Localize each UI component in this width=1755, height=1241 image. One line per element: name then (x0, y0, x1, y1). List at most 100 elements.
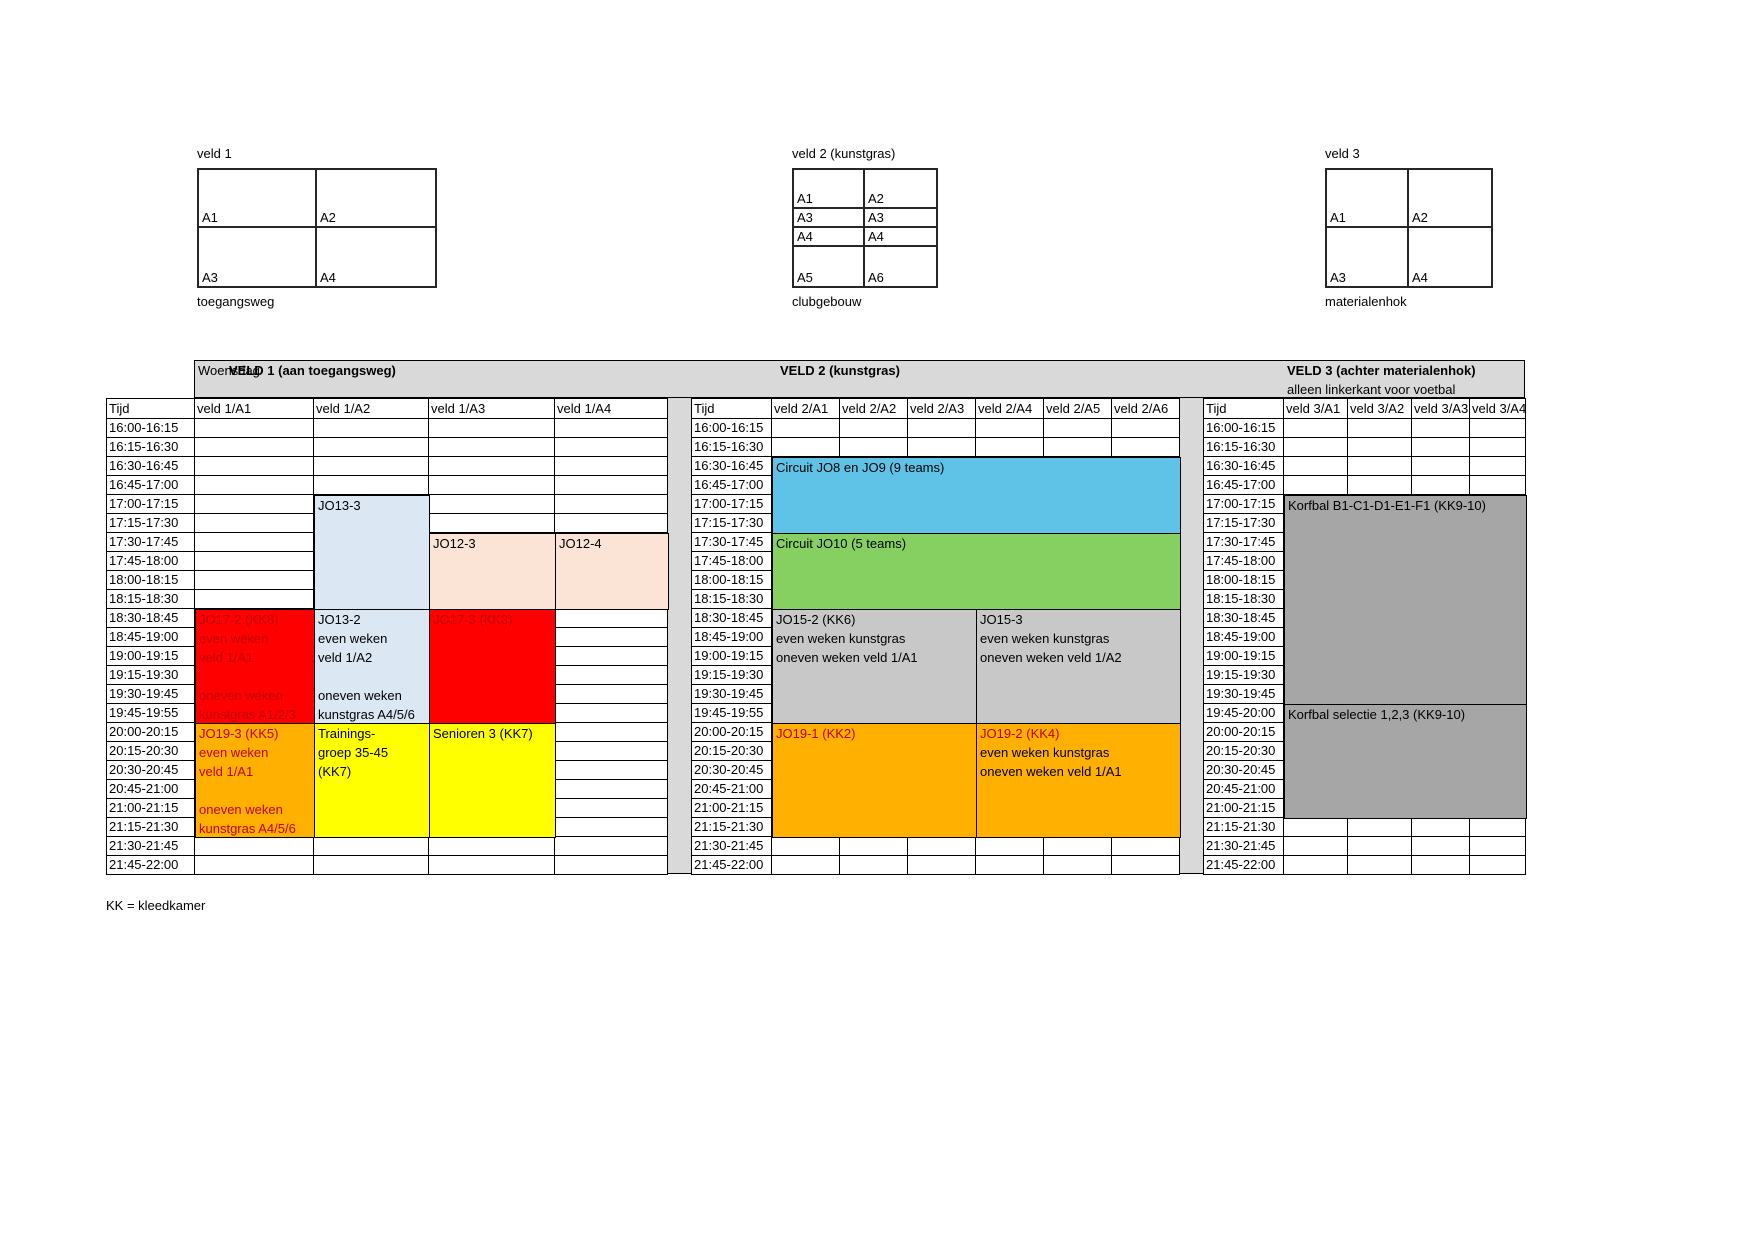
time-cell: 20:30-20:45 (1204, 761, 1284, 780)
time-cell: 21:45-22:00 (692, 856, 772, 875)
empty-slot-cell (314, 438, 429, 457)
schedule-block-text: oneven weken (199, 802, 283, 817)
field-cell: A5 (794, 247, 865, 286)
time-cell: 16:15-16:30 (107, 438, 195, 457)
time-cell: 17:15-17:30 (1204, 514, 1284, 533)
time-cell: 16:45-17:00 (1204, 476, 1284, 495)
band-day-label: Woensdag (198, 363, 260, 378)
field-cell: A1 (794, 170, 865, 209)
empty-slot-cell (1470, 476, 1526, 495)
column-header-veld-3-a1: veld 3/A1 (1284, 399, 1348, 419)
time-cell: 20:15-20:30 (692, 742, 772, 761)
time-cell: 19:30-19:45 (692, 685, 772, 704)
time-cell: 16:00-16:15 (692, 419, 772, 438)
empty-slot-cell (314, 457, 429, 476)
field-cell-label: A6 (868, 270, 884, 285)
empty-slot-cell (555, 457, 668, 476)
empty-slot-cell (195, 837, 314, 856)
time-cell: 21:45-22:00 (1204, 856, 1284, 875)
time-cell: 20:45-21:00 (1204, 780, 1284, 799)
empty-slot-cell (314, 856, 429, 875)
schedule-block-text: JO15-2 (KK6) (776, 612, 856, 627)
schedule-block-text: JO13-2 (318, 612, 361, 627)
legend-note: KK = kleedkamer (106, 898, 206, 913)
empty-slot-cell (1348, 837, 1412, 856)
empty-slot-cell (1412, 419, 1470, 438)
schedule-block-text: JO15-3 (980, 612, 1023, 627)
column-header-veld-1-a1: veld 1/A1 (195, 399, 314, 419)
empty-slot-cell (908, 419, 976, 438)
empty-slot-cell (1412, 856, 1470, 875)
time-cell: 18:30-18:45 (692, 609, 772, 628)
schedule-block-jo19-1-kk2: JO19-1 (KK2) (772, 723, 977, 838)
field-diagram-veld-3: A1 A2 A3 A4 (1325, 168, 1493, 288)
field-cell: A4 (865, 228, 936, 247)
empty-slot-cell (1412, 837, 1470, 856)
schedule-block-text: Korfbal B1-C1-D1-E1-F1 (KK9-10) (1288, 498, 1486, 513)
schedule-block-text: JO13-3 (318, 498, 361, 513)
empty-slot-cell (908, 438, 976, 457)
empty-slot-cell (555, 495, 668, 514)
time-cell: 17:45-18:00 (1204, 552, 1284, 571)
schedule-block-circuit-jo8-en-jo9-9-teams: Circuit JO8 en JO9 (9 teams) (772, 457, 1181, 534)
schedule-header-band: Woensdag VELD 1 (aan toegangsweg) VELD 2 (… (194, 360, 1525, 398)
time-cell: 21:45-22:00 (107, 856, 195, 875)
schedule-block-text: oneven weken (318, 688, 402, 703)
section-veld2: Tijd veld 2/A1 veld 2/A2 veld 2/A3 veld 2/A4… (691, 398, 1181, 875)
empty-slot-cell (555, 723, 668, 742)
empty-slot-cell (555, 647, 668, 666)
time-cell: 16:45-17:00 (692, 476, 772, 495)
time-cell: 20:30-20:45 (692, 761, 772, 780)
schedule-block-jo17-2-kk8: JO17-2 (KK8) even weken veld 1/A1 oneven we… (195, 609, 315, 724)
time-cell: 16:00-16:15 (1204, 419, 1284, 438)
section-veld3: Tijd veld 3/A1 veld 3/A2 veld 3/A3 veld 3/A4… (1203, 398, 1527, 875)
field-cell: A4 (317, 228, 435, 286)
empty-slot-cell (1470, 438, 1526, 457)
schedule-block-text: oneven weken (199, 688, 283, 703)
schedule-block-jo13-2: JO13-2 even weken veld 1/A2 oneven weken kun… (314, 609, 430, 724)
time-cell: 20:00-20:15 (692, 723, 772, 742)
empty-slot-cell (1412, 457, 1470, 476)
empty-slot-cell (1284, 457, 1348, 476)
time-cell: 18:30-18:45 (1204, 609, 1284, 628)
time-cell: 16:30-16:45 (692, 457, 772, 476)
field-cell: A4 (794, 228, 865, 247)
schedule-block-text: oneven weken veld 1/A1 (776, 650, 918, 665)
field-cell: A2 (1409, 170, 1491, 228)
field-cell: A6 (865, 247, 936, 286)
field-cell: A3 (865, 209, 936, 228)
schedule-block-text (315, 667, 429, 686)
time-cell: 20:45-21:00 (107, 780, 195, 799)
empty-slot-cell (1348, 438, 1412, 457)
time-cell: 17:30-17:45 (692, 533, 772, 552)
empty-slot-cell (195, 476, 314, 495)
empty-slot-cell (1284, 419, 1348, 438)
column-header-veld-1-a3: veld 1/A3 (429, 399, 555, 419)
field-cell-label: A3 (797, 210, 813, 225)
time-cell: 20:15-20:30 (107, 742, 195, 761)
empty-slot-cell (1470, 837, 1526, 856)
schedule-block-text: JO19-2 (KK4) (980, 726, 1060, 741)
schedule-block-text: even weken (199, 631, 269, 646)
field-cell-label: A4 (797, 229, 813, 244)
empty-slot-cell (1284, 856, 1348, 875)
empty-slot-cell (195, 419, 314, 438)
field-cell-label: A4 (1412, 270, 1428, 285)
schedule-block-text: JO12-4 (559, 536, 602, 551)
empty-slot-cell (1412, 818, 1470, 837)
column-header-veld-3-a2: veld 3/A2 (1348, 399, 1412, 419)
field-cell: A2 (317, 170, 435, 228)
section-spacer-2 (1179, 398, 1203, 874)
empty-slot-cell (1348, 856, 1412, 875)
time-cell: 20:30-20:45 (107, 761, 195, 780)
time-cell: 16:45-17:00 (107, 476, 195, 495)
field-cell: A3 (199, 228, 317, 286)
field-cell-label: A2 (320, 210, 336, 225)
schedule-block-senioren-3-kk7: Senioren 3 (KK7) (429, 723, 556, 838)
time-cell: 21:30-21:45 (692, 837, 772, 856)
empty-slot-cell (555, 799, 668, 818)
field-diagram-title: veld 3 (1325, 146, 1360, 161)
empty-slot-cell (840, 837, 908, 856)
field-diagram-caption: toegangsweg (197, 294, 275, 309)
time-cell: 19:00-19:15 (692, 647, 772, 666)
